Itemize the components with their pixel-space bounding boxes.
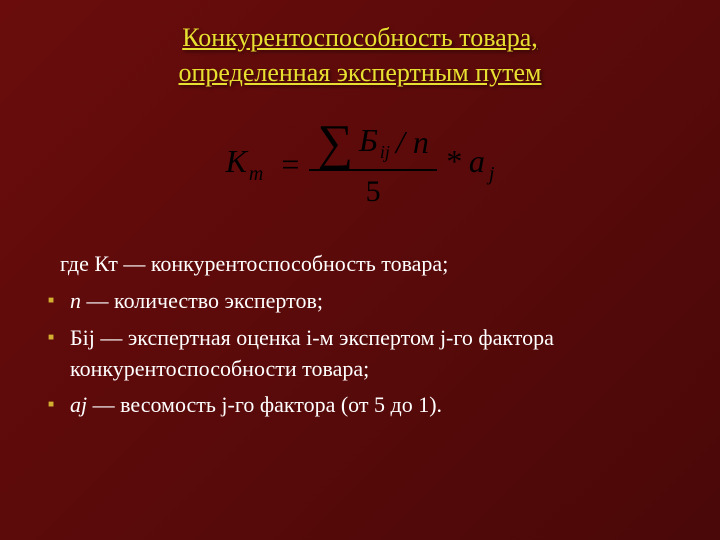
legend-item: n — количество экспертов; (40, 286, 680, 317)
legend-rest-2: — весомость ј-го фактора (от 5 до 1). (87, 392, 442, 417)
legend-rest-1: — экспертная оценка і-м экспертом ј-го ф… (70, 325, 554, 381)
legend-item: Біј — экспертная оценка і-м экспертом ј-… (40, 323, 680, 385)
legend-list: n — количество экспертов; Біј — экспертн… (40, 286, 680, 421)
legend-sym-0: n (70, 288, 81, 313)
equals-sign: = (281, 146, 299, 183)
title-line-1: Конкурентоспособность товара, (182, 23, 538, 52)
legend-intro: где Кт — конкурентоспособность товара; (60, 249, 680, 280)
formula-fraction: ∑ Бij / n 5 (309, 120, 436, 209)
numerator-var: Б (359, 122, 378, 158)
formula-tail: * aj (445, 143, 495, 185)
legend-item: aj — весомость ј-го фактора (от 5 до 1). (40, 390, 680, 421)
numerator-div: / n (396, 124, 429, 161)
numerator-b: Бij (359, 122, 390, 163)
formula-lhs: Кт (226, 143, 264, 185)
formula-lhs-var: К (226, 143, 247, 179)
slide-title: Конкурентоспособность товара, определенн… (40, 20, 680, 90)
legend-sym-2: aj (70, 392, 87, 417)
legend-sym-1: Біј (70, 325, 95, 350)
formula-lhs-sub: т (249, 163, 263, 185)
tail-var: * a (445, 143, 485, 179)
numerator-sub: ij (380, 142, 390, 162)
formula-expression: Кт = ∑ Бij / n 5 * aj (226, 120, 495, 209)
legend-block: где Кт — конкурентоспособность товара; n… (40, 249, 680, 421)
title-line-2: определенная экспертным путем (179, 58, 542, 87)
sigma-symbol: ∑ (317, 120, 353, 165)
legend-rest-0: — количество экспертов; (81, 288, 323, 313)
formula-denominator: 5 (366, 171, 381, 209)
formula-block: Кт = ∑ Бij / n 5 * aj (40, 120, 680, 209)
tail-sub: j (489, 163, 495, 185)
formula-numerator: ∑ Бij / n (309, 120, 436, 169)
